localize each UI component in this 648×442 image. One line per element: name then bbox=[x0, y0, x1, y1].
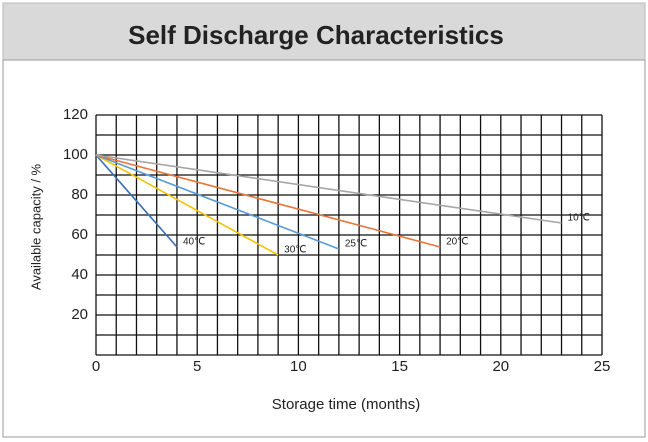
x-tick-label: 25 bbox=[594, 358, 611, 375]
y-tick-label: 80 bbox=[71, 186, 88, 203]
y-tick-label: 120 bbox=[63, 106, 88, 123]
x-tick-label: 5 bbox=[193, 358, 201, 375]
series-line bbox=[95, 154, 178, 248]
series-line bbox=[95, 154, 562, 224]
title-bar bbox=[2, 2, 646, 61]
line-label: 10℃ bbox=[568, 213, 590, 224]
frame bbox=[2, 59, 646, 438]
x-tick-label: 20 bbox=[492, 358, 509, 375]
x-tick-label: 0 bbox=[92, 358, 100, 375]
line-label: 20℃ bbox=[446, 237, 468, 248]
y-tick-label: 100 bbox=[63, 146, 88, 163]
y-tick-label: 20 bbox=[71, 306, 88, 323]
chart-title: Self Discharge Characteristics bbox=[128, 20, 504, 50]
line-label: 25℃ bbox=[345, 239, 367, 250]
y-tick-label: 60 bbox=[71, 226, 88, 243]
x-axis-label: Storage time (months) bbox=[272, 396, 420, 413]
x-tick-label: 15 bbox=[391, 358, 408, 375]
line-label: 30℃ bbox=[284, 245, 306, 256]
line-label: 40℃ bbox=[183, 237, 205, 248]
y-axis-label: Available capacity / % bbox=[28, 163, 43, 290]
series-line bbox=[95, 154, 441, 248]
series-line bbox=[95, 154, 340, 250]
series-line bbox=[95, 154, 279, 256]
y-tick-label: 40 bbox=[71, 266, 88, 283]
x-tick-label: 10 bbox=[290, 358, 307, 375]
